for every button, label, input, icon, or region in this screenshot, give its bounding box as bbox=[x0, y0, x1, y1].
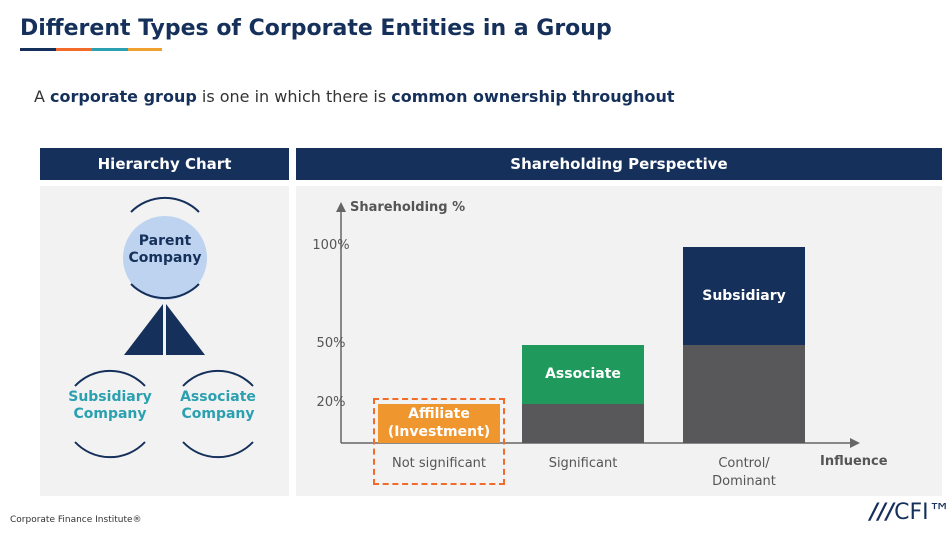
dashed-highlight bbox=[373, 397, 505, 485]
x-category-label: Significant bbox=[548, 456, 618, 471]
page-title: Different Types of Corporate Entities in… bbox=[20, 16, 612, 41]
hierarchy-header: Hierarchy Chart bbox=[40, 148, 289, 180]
y-axis-label: Shareholding % bbox=[350, 200, 466, 215]
bar bbox=[378, 403, 500, 443]
hierarchy-graphic bbox=[74, 196, 254, 459]
y-tick-label: 50% bbox=[316, 336, 346, 351]
bar-label: Subsidiary bbox=[702, 288, 786, 304]
hierarchy-panel: Parent Company Subsidiary Company Associ… bbox=[40, 186, 289, 496]
parent-company-node: Parent Company bbox=[128, 233, 202, 266]
associate-company-node: Associate Company bbox=[180, 389, 256, 422]
footer-text: Corporate Finance Institute® bbox=[10, 515, 142, 525]
title-underline bbox=[128, 48, 162, 51]
cfi-logo: ///CFI™ bbox=[870, 500, 951, 525]
y-tick-label: 20% bbox=[316, 394, 346, 410]
subtitle: A corporate group is one in which there … bbox=[34, 87, 675, 106]
bar bbox=[683, 345, 805, 443]
bar bbox=[683, 247, 805, 345]
title-underline bbox=[20, 48, 56, 51]
title-underline bbox=[56, 48, 92, 51]
bar bbox=[522, 403, 644, 443]
title-underline bbox=[92, 48, 128, 51]
subsidiary-company-node: Subsidiary Company bbox=[68, 389, 152, 422]
x-axis-label: Influence bbox=[820, 454, 888, 469]
x-category-label: Not significant bbox=[391, 456, 487, 471]
shareholding-header: Shareholding Perspective bbox=[296, 148, 942, 180]
cfi-logo-text: CFI™ bbox=[894, 500, 951, 525]
bar-label: Affiliate (Investment) bbox=[387, 406, 491, 441]
shareholding-panel bbox=[296, 186, 942, 496]
bar bbox=[522, 345, 644, 404]
y-tick-label: 100% bbox=[312, 238, 350, 253]
x-category-label: Control/ Dominant bbox=[712, 456, 776, 489]
bar-label: Associate bbox=[545, 366, 621, 383]
